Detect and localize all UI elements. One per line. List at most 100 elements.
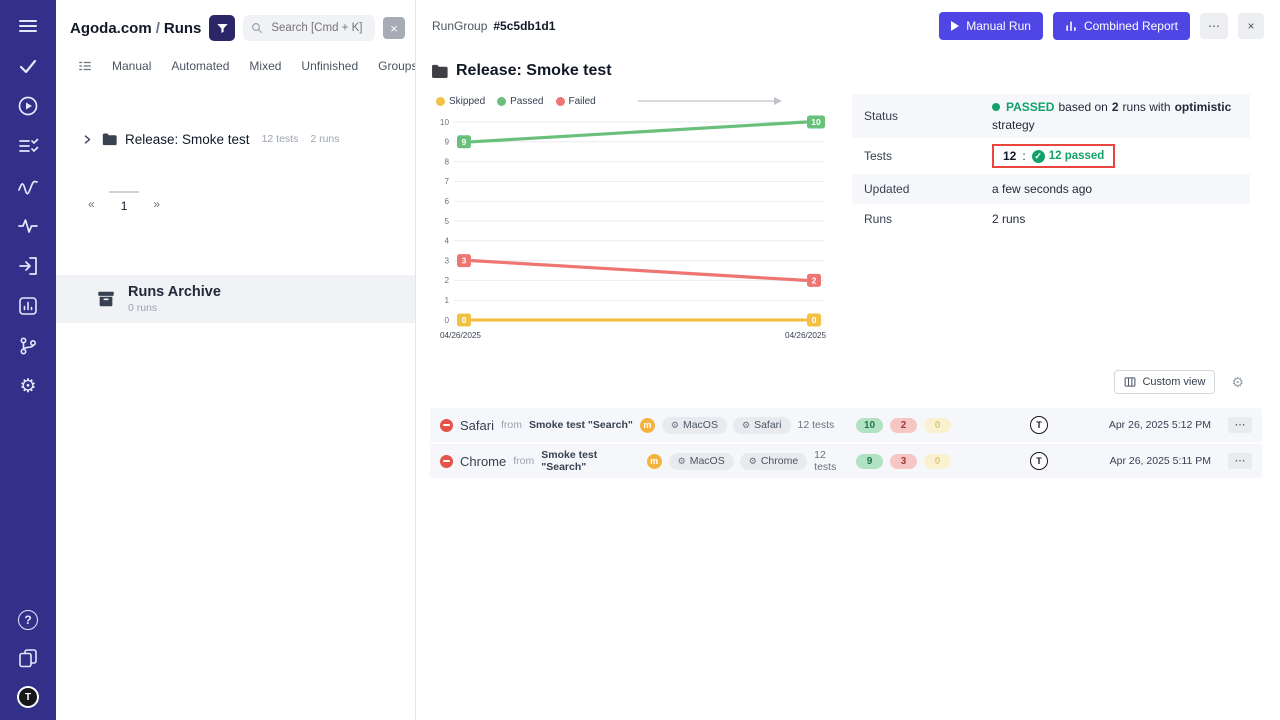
run-more-button[interactable]: ⋯ — [1228, 453, 1252, 469]
icon-rail: ⚙ ? T — [0, 0, 56, 720]
run-env-chips: ⚙ MacOS ⚙ Safari — [661, 416, 791, 434]
copy-docs-icon[interactable] — [16, 646, 40, 670]
failed-status-icon — [440, 454, 453, 468]
run-avatar: T — [1030, 416, 1048, 434]
filter-button[interactable] — [209, 15, 236, 41]
legend-label: Skipped — [449, 95, 486, 107]
run-browser-name[interactable]: Safari — [460, 417, 494, 433]
run-row[interactable]: Chrome from Smoke test "Search" m ⚙ MacOS… — [430, 444, 1262, 478]
rungroup-tree-item[interactable]: Release: Smoke test 12 tests 2 runs — [56, 123, 415, 155]
chart-plot: 0 1 2 3 4 5 6 7 8 9 10 0 0 9 10 3 2 04/26/2025 04/26/2025 — [440, 115, 826, 340]
run-passed-pill: 9 — [856, 453, 883, 469]
runs-value: 2 runs — [992, 212, 1026, 226]
legend-dot-icon — [497, 96, 507, 106]
search-input[interactable] — [269, 21, 367, 35]
combined-report-button[interactable]: Combined Report — [1052, 12, 1190, 40]
legend-dot-icon — [436, 96, 445, 106]
tree-item-label: Release: Smoke test — [125, 131, 250, 147]
runs-archive-item[interactable]: Runs Archive 0 runs — [56, 275, 415, 323]
tab-unfinished[interactable]: Unfinished — [301, 59, 359, 73]
run-row[interactable]: Safari from Smoke test "Search" m ⚙ MacOS… — [430, 408, 1262, 442]
run-failed-pill: 2 — [890, 417, 917, 433]
funnel-icon — [216, 22, 229, 35]
env-chip: ⚙ Chrome — [739, 452, 808, 470]
svg-text:3: 3 — [462, 256, 467, 266]
user-avatar[interactable]: T — [17, 686, 39, 708]
updated-value: a few seconds ago — [992, 182, 1093, 196]
tab-mixed[interactable]: Mixed — [249, 59, 282, 73]
panel-close-button[interactable]: × — [383, 17, 405, 39]
failed-status-icon — [440, 418, 453, 432]
run-failed-pill: 3 — [890, 453, 917, 469]
play-icon — [951, 21, 960, 31]
svg-text:6: 6 — [444, 197, 449, 206]
manual-run-button[interactable]: Manual Run — [939, 12, 1043, 40]
env-chip: ⚙ MacOS — [661, 416, 727, 434]
legend-label: Passed — [510, 95, 544, 107]
menu-icon[interactable] — [16, 14, 40, 38]
breadcrumb-section[interactable]: Runs — [163, 19, 202, 37]
runs-play-icon[interactable] — [16, 94, 40, 118]
chart-legend-items: Skipped Passed Failed — [436, 96, 596, 107]
env-chip-label: MacOS — [689, 455, 725, 467]
svg-text:2: 2 — [444, 276, 449, 285]
bar-chart-icon — [1065, 20, 1077, 32]
detail-row-updated: Updated a few seconds ago — [852, 174, 1250, 204]
run-mode-badge: m — [639, 417, 655, 433]
tab-automated[interactable]: Automated — [171, 59, 230, 73]
legend-item: Passed — [497, 95, 544, 107]
status-dot-icon — [992, 103, 1000, 111]
env-chip: ⚙ MacOS — [668, 452, 734, 470]
custom-view-button[interactable]: Custom view — [1114, 370, 1216, 394]
header-close-button[interactable]: × — [1238, 13, 1264, 39]
run-mode-badge: m — [646, 453, 662, 469]
rungroup-id: #5c5db1d1 — [493, 19, 556, 33]
help-icon[interactable]: ? — [18, 610, 38, 630]
svg-text:10: 10 — [811, 117, 821, 127]
settings-gear-icon[interactable]: ⚙ — [19, 375, 37, 397]
svg-text:0: 0 — [462, 315, 467, 325]
trend-arrow-icon — [637, 96, 783, 106]
pagination-page-1[interactable]: 1 — [108, 191, 140, 219]
archive-icon — [96, 289, 116, 309]
tab-manual[interactable]: Manual — [112, 59, 152, 73]
view-settings-gear-icon[interactable]: ⚙ — [1225, 374, 1250, 390]
page-title: Release: Smoke test — [430, 62, 1262, 80]
run-more-button[interactable]: ⋯ — [1228, 417, 1252, 433]
breadcrumb-project[interactable]: Agoda.com — [70, 19, 152, 37]
branch-icon[interactable] — [16, 334, 40, 358]
rungroup-label: RunGroup — [432, 19, 488, 33]
run-browser-name[interactable]: Chrome — [460, 453, 507, 469]
run-passed-pill: 10 — [856, 417, 883, 433]
main-header: RunGroup #5c5db1d1 Manual Run Combined R… — [416, 0, 1280, 52]
pulse-icon[interactable] — [16, 214, 40, 238]
analytics-line-icon[interactable] — [16, 174, 40, 198]
pagination-next-button[interactable]: » — [149, 191, 164, 217]
svg-text:9: 9 — [462, 137, 467, 147]
tree-item-tests-meta: 12 tests — [261, 133, 299, 145]
search-box — [243, 15, 375, 41]
run-skipped-pill: 0 — [924, 417, 951, 433]
detail-row-tests: Tests 12 : ✓ 12 passed — [852, 138, 1250, 174]
panel-header: Agoda.com/Runs × — [56, 0, 415, 51]
tests-check-icon[interactable] — [16, 54, 40, 78]
search-icon — [251, 22, 263, 34]
run-tests-count: 12 tests — [814, 449, 837, 473]
header-more-button[interactable]: ⋯ — [1200, 13, 1228, 39]
reports-icon[interactable] — [16, 294, 40, 318]
gear-icon: ⚙ — [677, 455, 686, 466]
user-avatar-initial: T — [19, 688, 37, 706]
run-source-name: Smoke test "Search" — [528, 419, 633, 431]
rungroup-details-table: Status PASSED based on 2 runs with optim… — [852, 94, 1250, 234]
chevron-right-icon[interactable] — [82, 134, 93, 145]
import-icon[interactable] — [16, 254, 40, 278]
run-from-label: from — [513, 455, 535, 467]
env-chip-label: MacOS — [682, 419, 718, 431]
tab-groups[interactable]: Groups — [378, 59, 415, 73]
test-plans-icon[interactable] — [16, 134, 40, 158]
archive-title: Runs Archive — [128, 284, 221, 300]
pagination-prev-button[interactable]: « — [84, 191, 99, 217]
svg-text:04/26/2025: 04/26/2025 — [785, 331, 826, 340]
folder-icon — [430, 62, 448, 80]
